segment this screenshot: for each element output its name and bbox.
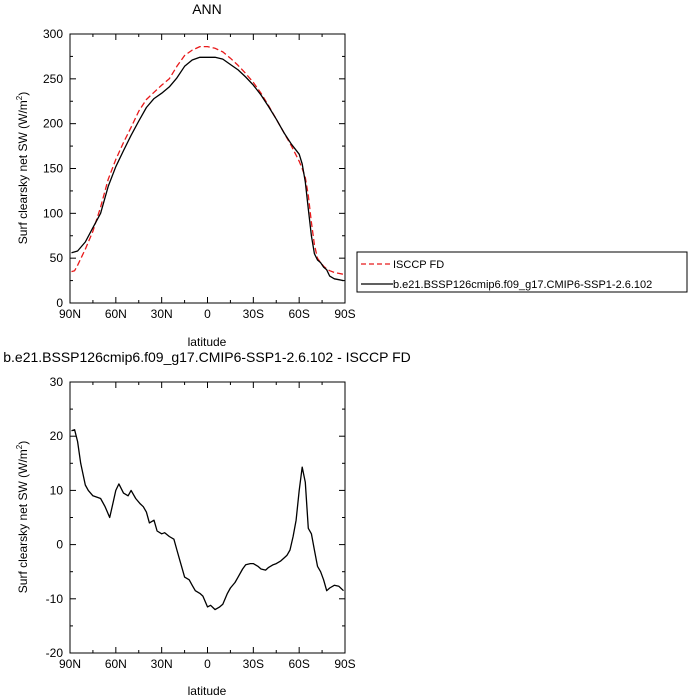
- bottom-y-tick-label: 30: [50, 375, 64, 389]
- bottom-x-tick-label: 90S: [334, 657, 355, 671]
- top-plot-frame: [69, 33, 346, 304]
- top-axis-ticks: [69, 33, 346, 304]
- bottom-x-tick-label: 60S: [288, 657, 309, 671]
- top-x-tick-label: 30N: [151, 307, 173, 321]
- top-x-tick-label: 60N: [105, 307, 127, 321]
- bottom-x-tick-label: 60N: [105, 657, 127, 671]
- top-chart-title: ANN: [192, 1, 222, 17]
- bottom-y-tick-label: -10: [46, 592, 64, 606]
- bottom-panel: b.e21.BSSP126cmip6.f09_g17.CMIP6-SSP1-2.…: [3, 349, 411, 698]
- top-y-tick-label: 250: [43, 72, 63, 86]
- top-y-tick-label: 100: [43, 206, 63, 220]
- top-y-axis-title-end: ): [16, 92, 30, 96]
- top-x-tick-label: 0: [204, 307, 211, 321]
- bottom-x-tick-labels: 90N 60N 30N 0 30S 60S 90S: [59, 657, 356, 671]
- top-y-tick-label: 50: [50, 251, 64, 265]
- top-series-line-model: [71, 56, 344, 282]
- bottom-y-tick-labels: -20 -10 0 10 20 30: [46, 375, 64, 660]
- bottom-y-axis-title-end: ): [16, 441, 30, 445]
- bottom-axis-ticks: [69, 381, 346, 654]
- bottom-y-tick-label: 20: [50, 429, 64, 443]
- legend-label-isccp: ISCCP FD: [393, 259, 444, 271]
- top-y-axis-title-sup: 2: [15, 95, 24, 100]
- top-y-tick-label: 150: [43, 162, 63, 176]
- bottom-y-axis-title: Surf clearsky net SW (W/m2): [15, 441, 30, 593]
- bottom-chart-title: b.e21.BSSP126cmip6.f09_g17.CMIP6-SSP1-2.…: [3, 349, 411, 365]
- top-y-axis-title: Surf clearsky net SW (W/m2): [15, 92, 30, 244]
- top-series-line-isccp: [71, 45, 344, 275]
- bottom-y-tick-label: -20: [46, 646, 64, 660]
- top-x-tick-label: 90S: [334, 307, 355, 321]
- legend: ISCCP FD b.e21.BSSP126cmip6.f09_g17.CMIP…: [356, 251, 688, 293]
- top-y-tick-label: 300: [43, 27, 63, 41]
- top-x-tick-label: 90N: [59, 307, 81, 321]
- top-series-group: [71, 45, 344, 282]
- top-y-tick-label: 200: [43, 117, 63, 131]
- bottom-series-line-difference: [71, 429, 344, 611]
- bottom-series-group: [71, 429, 344, 611]
- bottom-x-tick-label: 30N: [151, 657, 173, 671]
- bottom-y-axis-title-sup: 2: [15, 444, 24, 449]
- bottom-x-tick-label: 30S: [243, 657, 264, 671]
- top-x-tick-label: 60S: [288, 307, 309, 321]
- bottom-y-tick-label: 10: [50, 483, 64, 497]
- bottom-y-axis-title-main: Surf clearsky net SW (W/m: [16, 449, 30, 593]
- bottom-y-tick-label: 0: [56, 538, 63, 552]
- bottom-plot-frame: [69, 381, 346, 654]
- top-y-tick-labels: 0 50 100 150 200 250 300: [43, 27, 63, 310]
- legend-label-model: b.e21.BSSP126cmip6.f09_g17.CMIP6-SSP1-2.…: [393, 279, 652, 291]
- bottom-x-tick-label: 0: [204, 657, 211, 671]
- top-x-axis-title: latitude: [188, 335, 227, 349]
- top-y-axis-title-main: Surf clearsky net SW (W/m: [16, 100, 30, 244]
- legend-box: [356, 251, 688, 293]
- bottom-x-tick-label: 90N: [59, 657, 81, 671]
- top-x-tick-labels: 90N 60N 30N 0 30S 60S 90S: [59, 307, 356, 321]
- top-x-tick-label: 30S: [243, 307, 264, 321]
- bottom-x-axis-title: latitude: [188, 684, 227, 698]
- top-y-tick-label: 0: [56, 296, 63, 310]
